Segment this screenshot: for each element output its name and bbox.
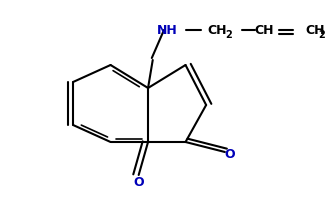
Text: NH: NH <box>156 23 177 36</box>
Text: CH: CH <box>306 23 325 36</box>
Text: O: O <box>224 148 235 162</box>
Text: CH: CH <box>208 23 227 36</box>
Text: 2: 2 <box>226 30 232 40</box>
Text: CH: CH <box>254 23 274 36</box>
Text: O: O <box>133 176 144 188</box>
Text: 2: 2 <box>318 30 325 40</box>
